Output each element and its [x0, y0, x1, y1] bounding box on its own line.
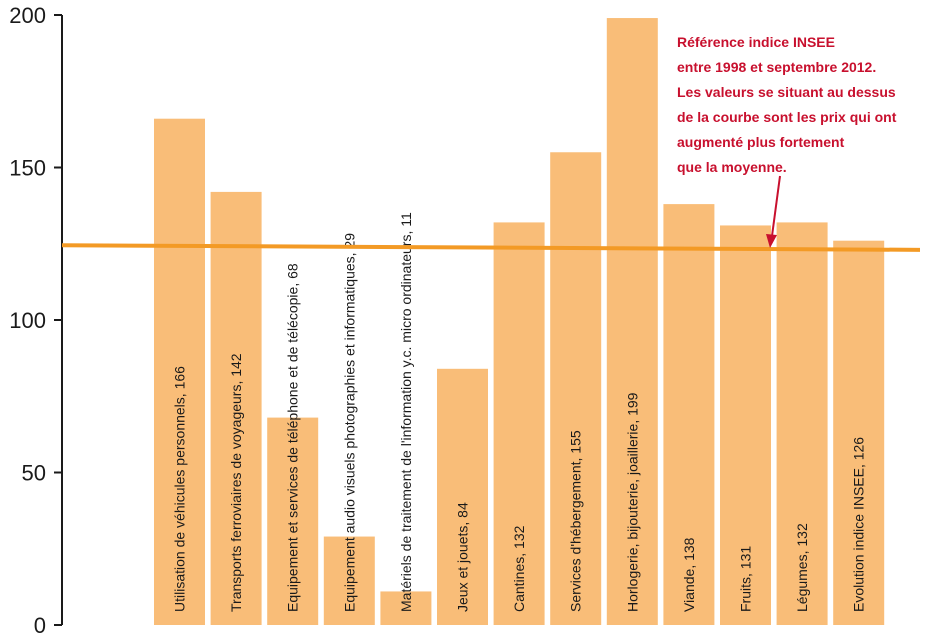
bar-label: Equipement et services de téléphone et d…: [285, 263, 301, 612]
y-tick-label: 200: [9, 3, 46, 28]
bar-label: Services d'hébergement, 155: [568, 430, 584, 612]
bar-label: Equipement audio visuels photographies e…: [341, 233, 357, 612]
y-tick-label: 150: [9, 156, 46, 181]
reference-line: [61, 243, 921, 252]
bar-label: Légumes, 132: [794, 523, 810, 612]
annotation-line: que la moyenne.: [677, 159, 787, 175]
bar-label: Transports ferroviaires de voyageurs, 14…: [228, 353, 244, 612]
bar: [720, 225, 771, 625]
annotation: Référence indice INSEE entre 1998 et sep…: [677, 34, 897, 248]
y-tick-label: 100: [9, 308, 46, 333]
bar-label: Horlogerie, bijouterie, joaillerie, 199: [624, 392, 640, 612]
bar-label: Jeux et jouets, 84: [455, 502, 471, 612]
bar: [550, 152, 602, 625]
bar: [606, 18, 658, 626]
bar-label: Matériels de traitement de l'information…: [398, 212, 414, 612]
annotation-line: Les valeurs se situant au dessus: [677, 84, 896, 100]
annotation-line: Référence indice INSEE: [677, 34, 835, 50]
bar: [493, 222, 545, 625]
bar: [210, 191, 262, 625]
bar-label: Viande, 138: [681, 537, 697, 612]
bar: [437, 368, 488, 625]
y-axis: 0 50 100 150 200: [9, 3, 63, 638]
bar-label: Utilisation de véhicules personnels, 166: [172, 366, 188, 612]
annotation-arrow: [771, 175, 781, 237]
bar: [776, 222, 828, 625]
annotation-arrow-head: [766, 234, 777, 248]
annotation-line: augmenté plus fortement: [677, 134, 845, 150]
bar: [833, 240, 885, 625]
bar: [154, 118, 205, 625]
bars: [154, 18, 885, 626]
bar-labels: Utilisation de véhicules personnels, 166…: [172, 212, 867, 612]
bar-label: Fruits, 131: [738, 546, 754, 612]
bar: [323, 536, 375, 625]
y-tick-label: 0: [34, 613, 46, 638]
bar-label: Evolution indice INSEE, 126: [851, 437, 867, 612]
bar: [267, 417, 319, 625]
annotation-line: entre 1998 et septembre 2012.: [677, 59, 876, 75]
bar: [380, 591, 432, 625]
y-tick-label: 50: [22, 461, 46, 486]
bar: [663, 204, 715, 625]
bar-label: Cantines, 132: [511, 525, 527, 612]
annotation-line: de la courbe sont les prix qui ont: [677, 109, 897, 125]
